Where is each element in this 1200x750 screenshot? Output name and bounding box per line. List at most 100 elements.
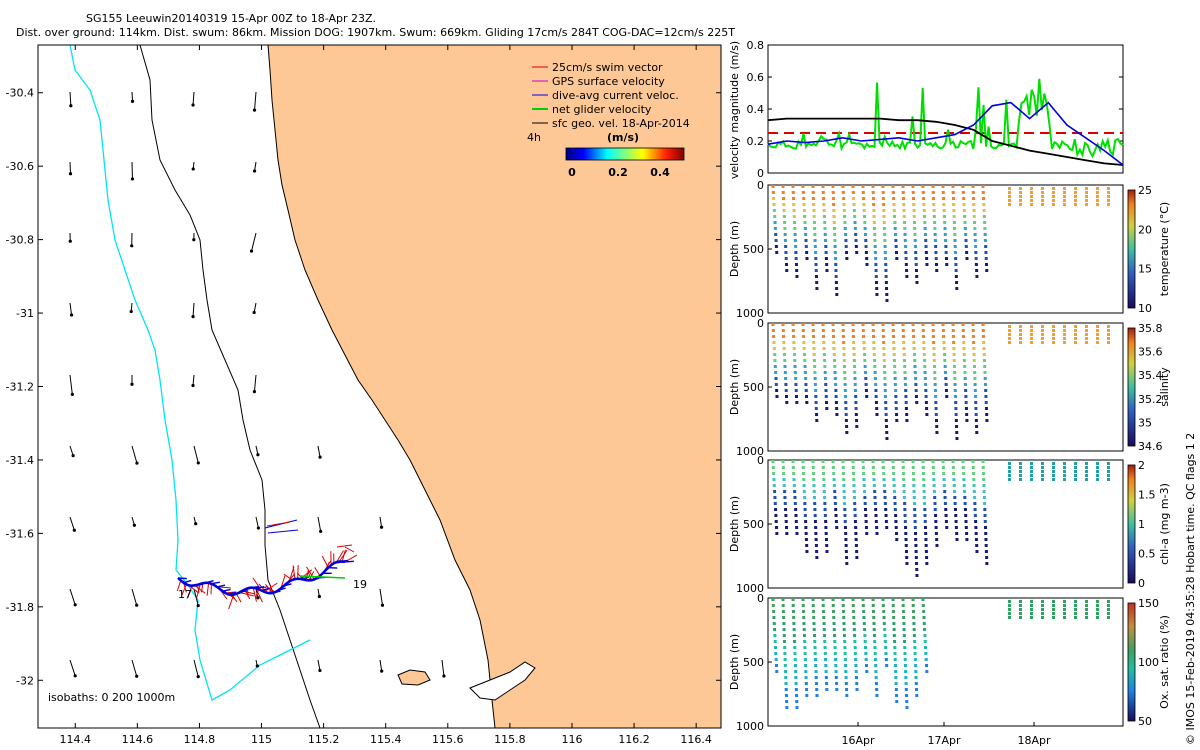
profile-sample [903, 233, 907, 236]
profile-sample [871, 604, 875, 607]
profile-sample [802, 628, 806, 631]
profile-sample [783, 652, 787, 655]
profile-sample [862, 616, 866, 619]
profile-sample [961, 466, 965, 469]
profile-sample [875, 287, 879, 290]
profile-sample [974, 532, 978, 535]
isobath-label: isobaths: 0 200 1000m [48, 691, 175, 704]
profile-sample [953, 389, 957, 392]
profile-sample [853, 383, 857, 386]
profile-sample [854, 407, 858, 410]
profile-sample [973, 371, 977, 374]
profile-sample [984, 532, 988, 535]
profile-sample [913, 658, 917, 661]
profile-sample [912, 478, 916, 481]
profile-sample [785, 700, 789, 703]
profile-sample [921, 460, 925, 463]
profile-sample [882, 203, 886, 206]
profile-sample [844, 401, 848, 404]
profile-sample [915, 275, 919, 278]
profile-sample [772, 616, 776, 619]
profile-sample-shallow [1041, 333, 1044, 336]
profile-sample [805, 251, 809, 254]
profile-sample [784, 520, 788, 523]
profile-sample [922, 616, 926, 619]
profile-sample [894, 233, 898, 236]
profile-sample [915, 694, 919, 697]
profile-sample [924, 401, 928, 404]
profile-sample [912, 335, 916, 338]
profile-sample-shallow [1096, 199, 1099, 202]
profile-sample-shallow [1107, 191, 1110, 194]
profile-sample [803, 365, 807, 368]
profile-sample [975, 275, 979, 278]
profile-sample [942, 472, 946, 475]
profile-sample-shallow [1008, 466, 1011, 469]
profile-sample-shallow [1074, 470, 1077, 473]
profile-sample [781, 323, 785, 326]
profile-sample [803, 371, 807, 374]
profile-sample [894, 401, 898, 404]
legend-sfc-label: sfc geo. vel. 18-Apr-2014 [552, 117, 690, 130]
profile-sample [892, 478, 896, 481]
profile-sample [932, 490, 936, 493]
sfc-vel-arrow [131, 659, 138, 677]
profile-sample [795, 395, 799, 398]
profile-sample [885, 664, 889, 667]
profile-sample [783, 221, 787, 224]
profile-sample [984, 538, 988, 541]
profile-cbar-label: temperature (°C) [1158, 202, 1171, 296]
profile-sample [772, 335, 776, 338]
profile-sample [781, 191, 785, 194]
profile-sample [975, 544, 979, 547]
profile-sample-shallow [1052, 604, 1055, 607]
depth-tick-label: 500 [743, 243, 764, 256]
map-ytick-label: -30.8 [6, 234, 34, 247]
profile-sample [923, 634, 927, 637]
profile-sample [793, 239, 797, 242]
profile-sample [844, 544, 848, 547]
profile-sample [783, 371, 787, 374]
sfc-vel-arrow-head [191, 315, 195, 319]
profile-sample [942, 203, 946, 206]
velocity-y-axis: 00.20.40.60.8 [747, 39, 1123, 180]
profile-sample [924, 538, 928, 541]
profile-sample [854, 658, 858, 661]
profile-sample [924, 532, 928, 535]
profile-sample [915, 574, 919, 577]
profile-sample [861, 191, 865, 194]
profile-sample [875, 688, 879, 691]
profile-sample [831, 460, 835, 463]
profile-sample [853, 508, 857, 511]
profile-sample [892, 353, 896, 356]
profile-sample [863, 490, 867, 493]
profile-sample-shallow [1063, 195, 1066, 198]
profile-sample [881, 460, 885, 463]
profile-sample [914, 395, 918, 398]
profile-sample [903, 365, 907, 368]
profile-sample [842, 616, 846, 619]
map-ytick-label: -31.2 [6, 381, 34, 394]
profile-sample [802, 622, 806, 625]
depth-tick-label: 1000 [736, 582, 764, 595]
profile-sample [853, 221, 857, 224]
profile-sample [884, 263, 888, 266]
profile-sample [774, 239, 778, 242]
profile-sample-shallow [1107, 203, 1110, 206]
profile-sample [844, 413, 848, 416]
vel-ytick-label: 0.2 [747, 135, 765, 148]
velocity-frame [767, 44, 1124, 174]
profile-sample [871, 191, 875, 194]
profile-sample [891, 335, 895, 338]
profile-sample [931, 185, 935, 188]
profile-sample [873, 245, 877, 248]
profile-sample [852, 478, 856, 481]
profile-sample-shallow [1008, 612, 1011, 615]
profile-sample [941, 323, 945, 326]
profile-sample [914, 676, 918, 679]
cbar-tick-label: 150 [1138, 597, 1159, 610]
profile-sample [824, 251, 828, 254]
